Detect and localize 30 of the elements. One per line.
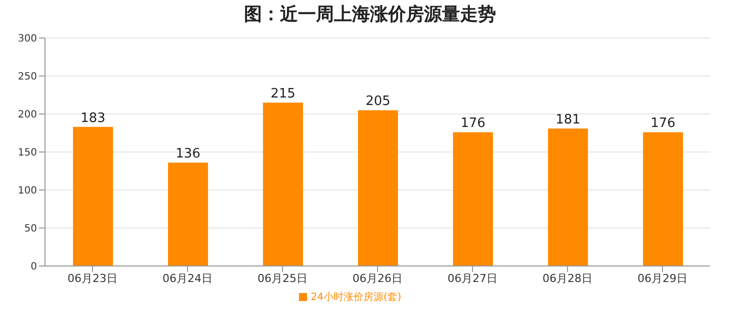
y-tick-label: 0 — [30, 262, 37, 273]
data-label: 215 — [270, 86, 296, 102]
bar — [263, 102, 303, 266]
data-label: 183 — [80, 110, 106, 126]
x-tick-label: 06月28日 — [542, 272, 592, 285]
x-tick-label: 06月23日 — [68, 272, 118, 285]
data-label: 205 — [366, 94, 390, 110]
data-label: 176 — [460, 116, 486, 132]
bar — [73, 126, 113, 266]
x-tick-label: 06月26日 — [352, 272, 402, 285]
bar — [643, 132, 683, 266]
legend-label: 24小时涨价房源(套) — [310, 292, 402, 303]
bar — [453, 132, 493, 266]
x-tick-label: 06月24日 — [162, 272, 212, 285]
bar — [358, 110, 398, 266]
y-tick-label: 250 — [18, 72, 37, 83]
y-tick-label: 50 — [24, 224, 37, 235]
chart-title: 图：近一周上海涨价房源量走势 — [243, 3, 497, 27]
y-tick-label: 300 — [18, 34, 37, 45]
data-label: 176 — [650, 116, 676, 132]
data-label: 136 — [176, 146, 200, 162]
y-tick-label: 150 — [18, 148, 37, 159]
bar — [168, 162, 208, 266]
bar — [548, 128, 588, 266]
data-label: 181 — [556, 112, 580, 128]
x-tick-label: 06月25日 — [258, 272, 308, 285]
x-tick-label: 06月29日 — [638, 272, 688, 285]
y-tick-label: 100 — [18, 186, 37, 197]
x-tick-label: 06月27日 — [448, 272, 498, 285]
y-tick-label: 200 — [18, 110, 37, 121]
